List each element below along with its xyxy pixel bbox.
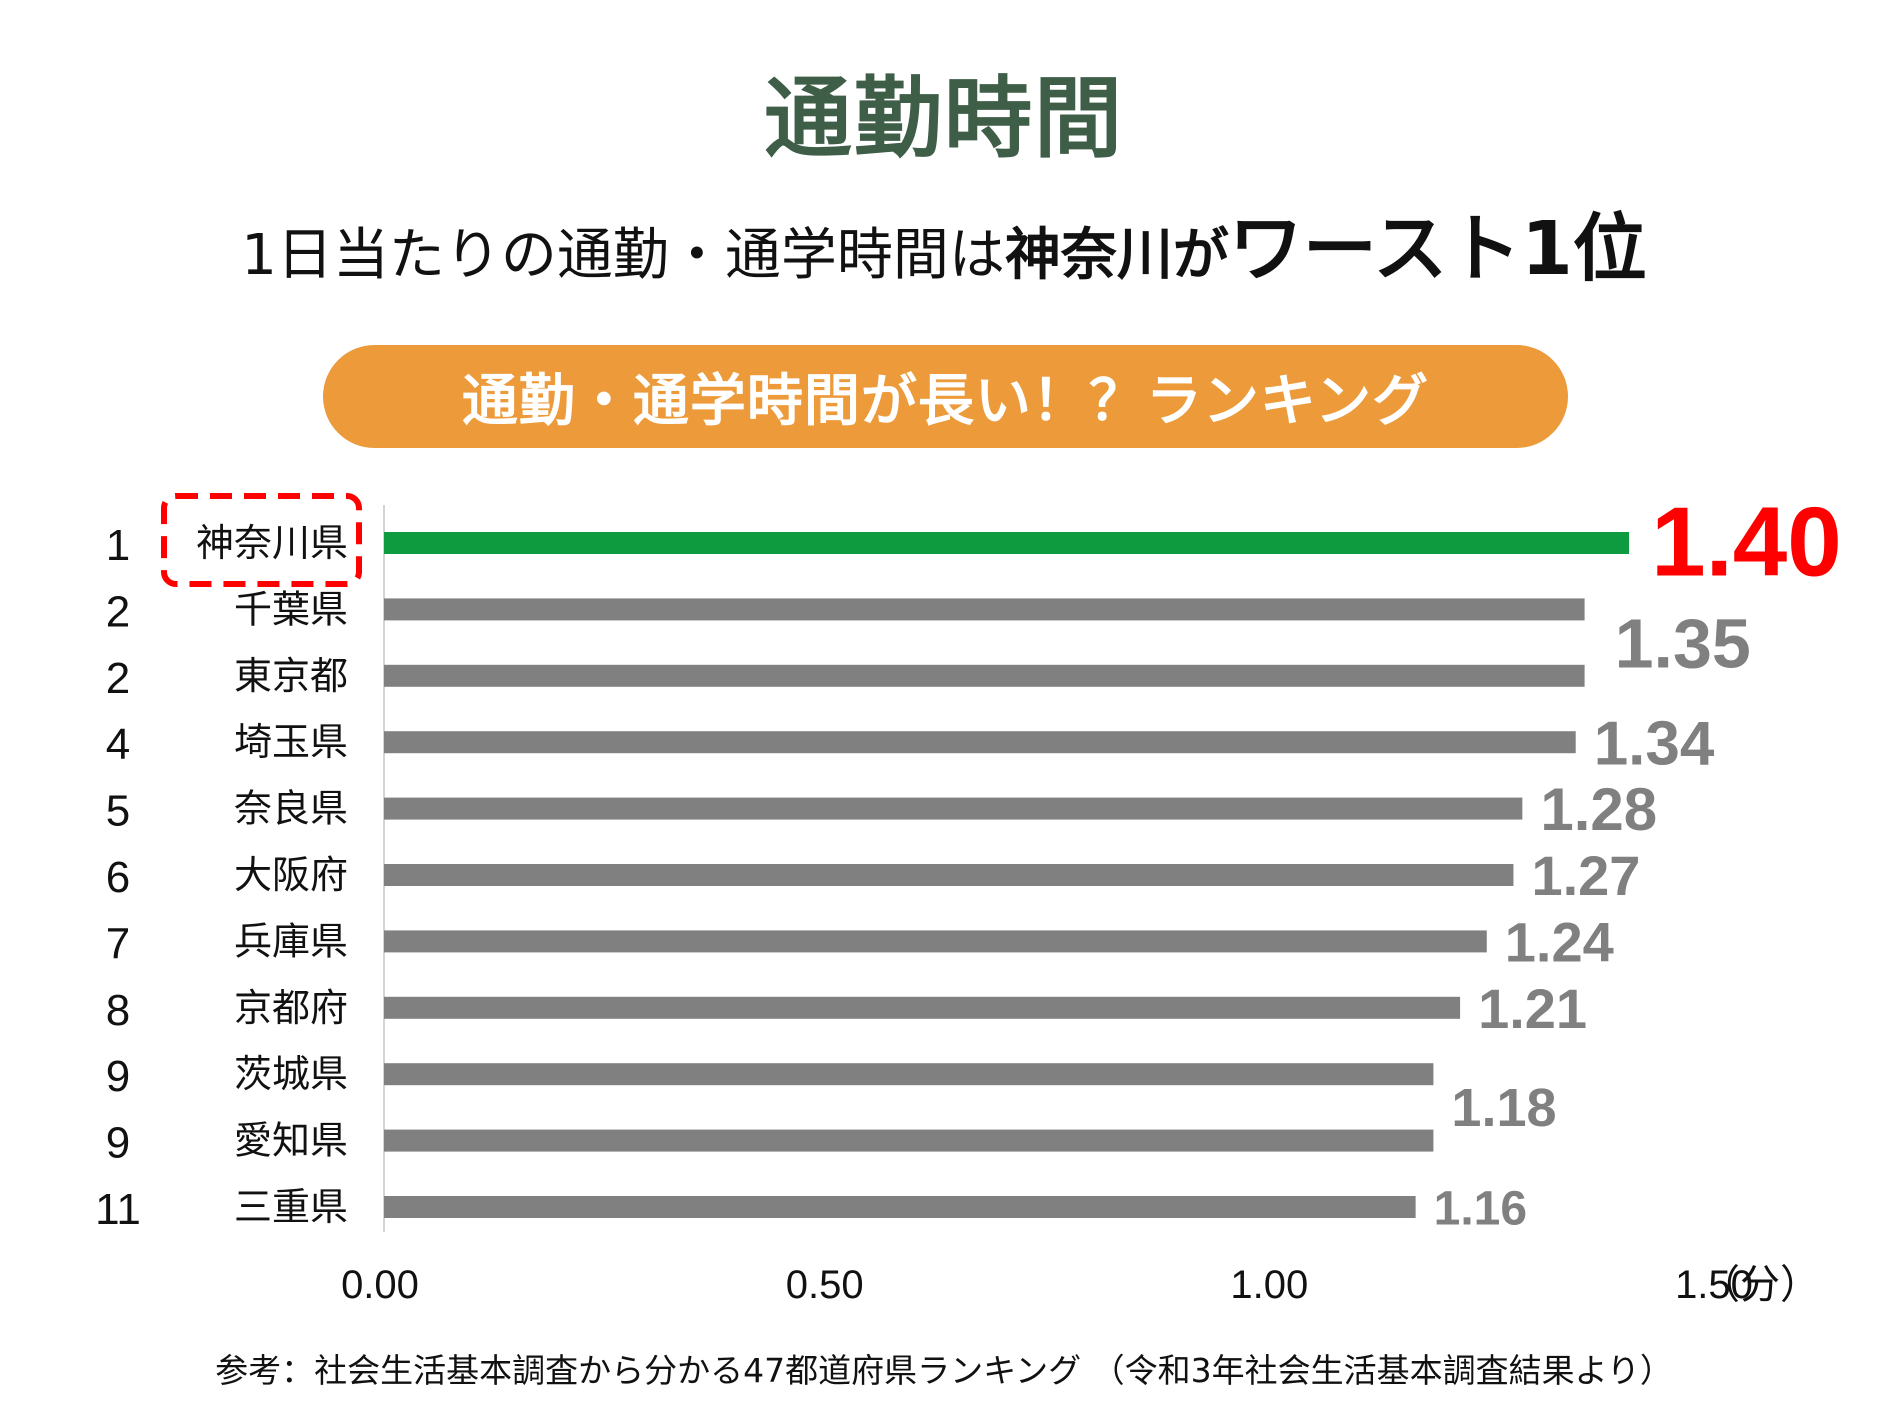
- rank-label: 2: [106, 654, 130, 703]
- rank-label: 9: [106, 1119, 130, 1168]
- subtitle-part3: ワースト1位: [1228, 206, 1647, 292]
- category-label: 大阪府: [234, 853, 348, 897]
- rank-label: 9: [106, 1052, 130, 1101]
- value-label: 1.16: [1434, 1182, 1527, 1235]
- bar: [384, 664, 1585, 687]
- category-label: 兵庫県: [234, 919, 348, 963]
- rank-label: 4: [106, 720, 130, 769]
- x-unit-label: （分）: [1700, 1262, 1820, 1308]
- source-footnote: 参考：社会生活基本調査から分かる47都道府県ランキング （令和3年社会生活基本調…: [215, 1351, 1673, 1390]
- rank-label: 5: [106, 787, 130, 836]
- value-label: 1.40: [1651, 486, 1842, 596]
- category-label: 三重県: [234, 1185, 348, 1229]
- value-label: 1.24: [1505, 911, 1614, 974]
- value-label: 1.34: [1594, 710, 1715, 779]
- rank-label: 1: [106, 521, 130, 570]
- rank-label: 2: [106, 587, 130, 636]
- x-tick-label: 1.50: [1675, 1263, 1753, 1307]
- value-label: 1.27: [1531, 844, 1640, 907]
- bar: [384, 598, 1585, 621]
- category-label: 京都府: [234, 986, 348, 1030]
- rank-label: 8: [106, 986, 130, 1035]
- bar: [384, 1063, 1434, 1086]
- value-label: 1.28: [1540, 776, 1657, 843]
- bar: [384, 1129, 1434, 1152]
- bar: [384, 864, 1514, 886]
- category-label: 埼玉県: [234, 720, 348, 764]
- value-label: 1.21: [1478, 977, 1587, 1040]
- rank-label: 7: [106, 919, 130, 968]
- rank-label: 11: [95, 1185, 141, 1234]
- subtitle-part1: 1日当たりの通勤・通学時間は: [241, 223, 1005, 288]
- x-tick-label: 1.00: [1230, 1263, 1308, 1307]
- ranking-banner: 通勤・通学時間が長い！？ランキング: [323, 345, 1568, 448]
- category-label: 東京都: [234, 654, 348, 698]
- highlight-box: [161, 493, 362, 587]
- bar: [384, 996, 1461, 1019]
- subtitle: 1日当たりの通勤・通学時間は神奈川がワースト1位: [0, 212, 1888, 286]
- value-label: 1.35: [1615, 605, 1751, 683]
- bar: [384, 797, 1523, 820]
- bar: [384, 731, 1576, 754]
- x-tick-label: 0.50: [786, 1263, 864, 1307]
- page-title: 通勤時間: [763, 67, 1124, 170]
- category-label: 茨城県: [234, 1052, 348, 1096]
- ranking-chart: 1 神奈川県 1.40 2 千葉県 1.35 2 東京都 4 埼玉県 1.34 5 奈良県 1.28 6 大阪…: [95, 486, 1842, 1308]
- bar: [384, 532, 1630, 554]
- category-label: 愛知県: [234, 1119, 348, 1163]
- rank-label: 6: [106, 853, 130, 902]
- category-label: 奈良県: [234, 787, 348, 831]
- x-tick-label: 0.00: [341, 1263, 419, 1307]
- bar: [384, 1196, 1416, 1218]
- bar: [384, 930, 1487, 953]
- category-label: 千葉県: [234, 587, 348, 631]
- value-label: 1.18: [1451, 1078, 1556, 1138]
- subtitle-part2: 神奈川が: [1004, 223, 1229, 288]
- category-label: 神奈川県: [196, 521, 348, 565]
